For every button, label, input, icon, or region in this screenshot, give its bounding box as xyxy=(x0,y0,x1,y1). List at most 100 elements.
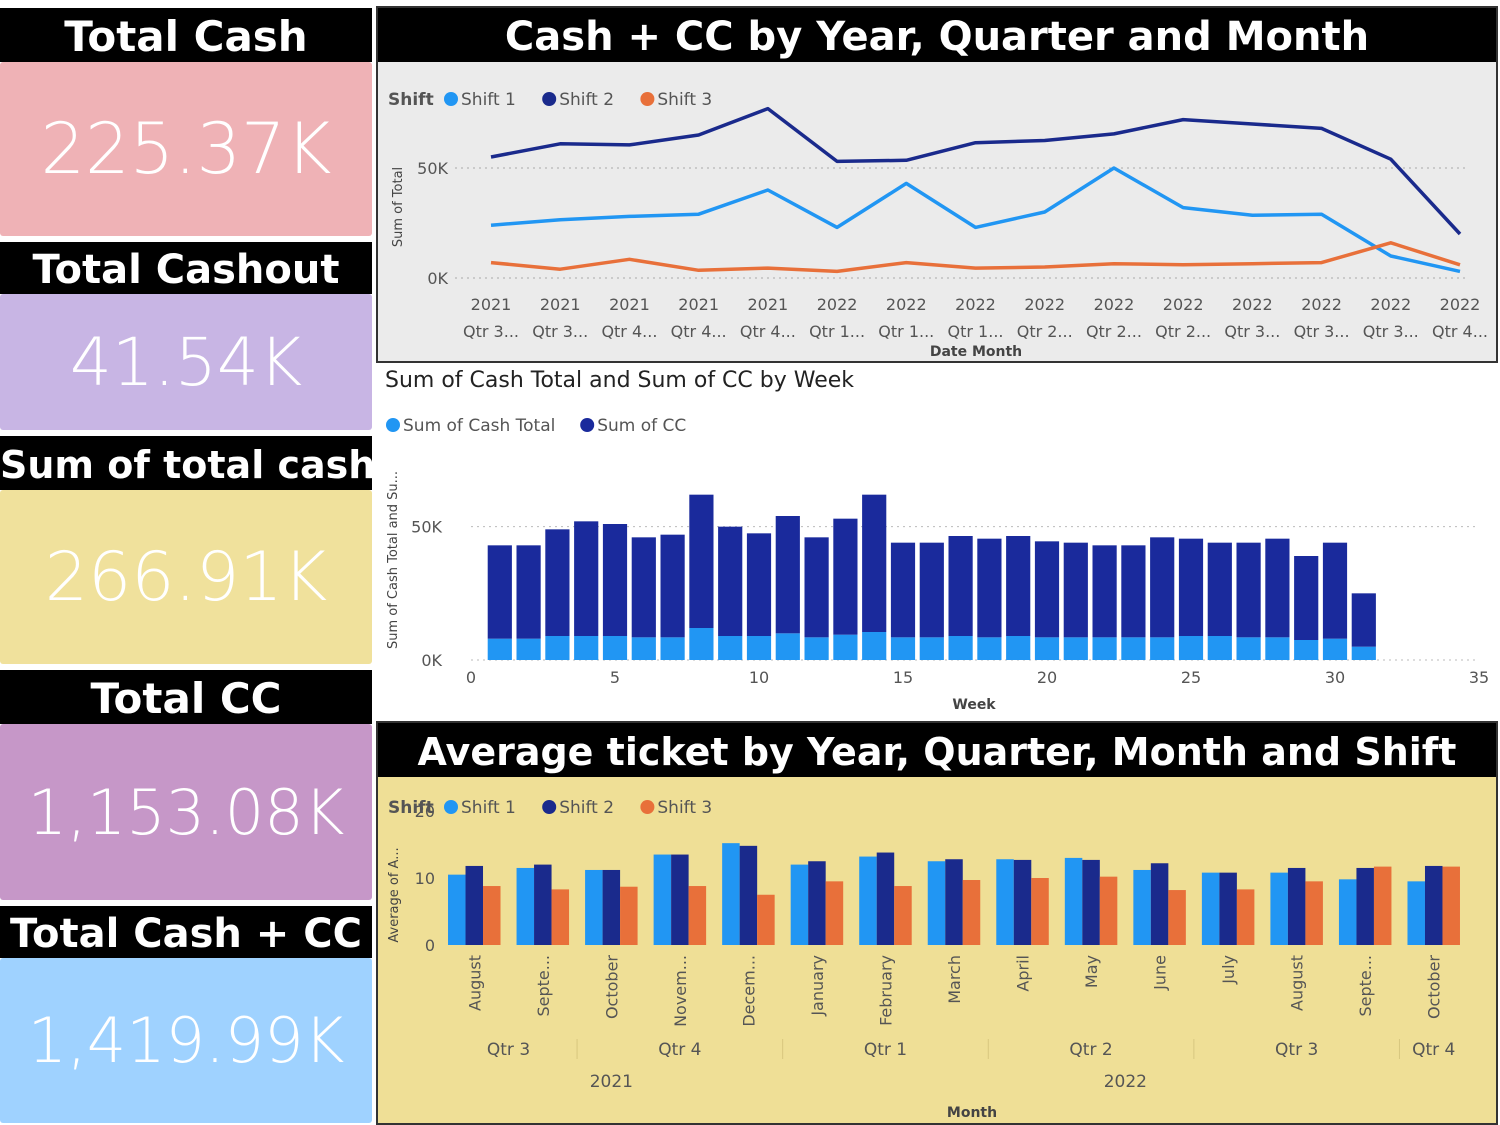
avg-bar-shift2-1 xyxy=(465,865,484,945)
line-legend-marker-2 xyxy=(542,92,557,106)
line-x-quarter-label: Qtr 4... xyxy=(1432,322,1488,341)
avg-legend-label-3: Shift 3 xyxy=(657,798,712,818)
line-x-quarter-label: Qtr 2... xyxy=(1086,322,1142,341)
line-x-year-label: 2021 xyxy=(540,295,581,314)
kpi-value-total-cash-cc: 1,419.99K xyxy=(27,1004,345,1077)
avg-x-month-label: Decem... xyxy=(739,955,758,1027)
avg-x-quarter-label: Qtr 4 xyxy=(1412,1040,1455,1060)
line-x-year-label: 2022 xyxy=(955,295,996,314)
avg-chart-title: Average ticket by Year, Quarter, Month a… xyxy=(378,723,1496,777)
avg-chart-panel[interactable]: Average ticket by Year, Quarter, Month a… xyxy=(376,721,1498,1125)
bar-chart-panel[interactable]: Sum of Cash Total and Sum of CC by Week … xyxy=(376,364,1498,718)
bar-cc-week-22 xyxy=(1092,545,1117,638)
line-x-year-label: 2022 xyxy=(1024,295,1065,314)
line-x-year-label: 2022 xyxy=(1163,295,1204,314)
line-x-year-label: 2021 xyxy=(678,295,719,314)
bar-cash-week-5 xyxy=(602,636,628,660)
avg-bar-shift3-1 xyxy=(483,886,501,945)
kpi-title-sum-total-cash: Sum of total cash xyxy=(0,436,372,490)
avg-bar-shift2-2 xyxy=(534,864,552,945)
avg-bar-shift1-8 xyxy=(927,861,946,945)
line-x-quarter-label: Qtr 3... xyxy=(1294,322,1350,341)
bar-cc-week-9 xyxy=(718,526,743,636)
bar-cash-week-23 xyxy=(1121,637,1146,660)
avg-x-month-label: August xyxy=(465,955,484,1011)
bar-cash-week-26 xyxy=(1207,636,1232,660)
bar-legend-label-2: Sum of CC xyxy=(597,416,686,436)
avg-bar-shift3-7 xyxy=(894,886,912,945)
bar-x-tick-10: 10 xyxy=(749,668,769,687)
bar-cash-week-24 xyxy=(1150,637,1175,660)
kpi-title-total-cashout: Total Cashout xyxy=(0,242,372,294)
line-y-axis-label: Sum of Total xyxy=(391,167,406,247)
line-y-tick-1: 0K xyxy=(427,269,448,288)
bar-x-tick-30: 30 xyxy=(1325,668,1345,687)
line-series-1 xyxy=(490,166,1461,274)
bar-cc-week-17 xyxy=(948,536,973,636)
bar-cash-week-9 xyxy=(718,636,743,660)
bar-x-tick-0: 0 xyxy=(466,668,476,687)
avg-y-tick-2: 0 xyxy=(425,936,435,955)
line-x-quarter-label: Qtr 1... xyxy=(878,322,934,341)
line-chart-panel[interactable]: Cash + CC by Year, Quarter and Month Shi… xyxy=(376,6,1498,363)
bar-cc-week-5 xyxy=(602,524,628,636)
line-chart[interactable]: Shift Shift 1 Shift 2 Shift 3 50K 0K Sum of To… xyxy=(378,62,1496,362)
line-x-year-label: 2022 xyxy=(1301,295,1342,314)
avg-bar-shift2-8 xyxy=(945,859,963,945)
bar-chart[interactable]: Sum of Cash Total Sum of CC 50K 0K Sum of Ca… xyxy=(376,398,1498,718)
avg-x-month-label: October xyxy=(602,955,621,1019)
bar-chart-title: Sum of Cash Total and Sum of CC by Week xyxy=(385,368,855,393)
avg-x-month-label: February xyxy=(876,955,895,1026)
avg-bar-shift2-11 xyxy=(1150,863,1169,945)
kpi-card-sum-total-cash[interactable]: 266.91K xyxy=(0,490,372,664)
bar-y-tick-0: 50K xyxy=(411,518,442,537)
avg-bar-shift1-2 xyxy=(516,867,535,945)
bar-cc-week-29 xyxy=(1294,556,1319,640)
avg-bar-shift2-3 xyxy=(602,869,621,945)
bar-cc-week-30 xyxy=(1322,542,1348,639)
bar-cash-week-15 xyxy=(890,637,916,660)
avg-bar-shift2-5 xyxy=(739,845,758,945)
line-legend-label-3: Shift 3 xyxy=(657,90,712,110)
kpi-card-total-cashout[interactable]: 41.54K xyxy=(0,294,372,430)
avg-bar-shift1-13 xyxy=(1270,872,1288,945)
avg-bar-shift2-14 xyxy=(1356,867,1374,945)
bar-cash-week-11 xyxy=(775,633,800,660)
avg-chart[interactable]: Shift Shift 1 Shift 2 Shift 3 20 10 0 Average o… xyxy=(378,777,1496,1125)
bar-cc-week-28 xyxy=(1265,538,1290,638)
avg-x-year-label: 2022 xyxy=(1104,1072,1147,1092)
avg-bar-shift3-13 xyxy=(1305,881,1323,945)
bar-cc-week-3 xyxy=(545,529,570,636)
bar-cc-week-15 xyxy=(890,542,916,638)
bar-cc-week-18 xyxy=(977,538,1002,638)
bar-cc-week-19 xyxy=(1006,536,1031,636)
avg-bar-shift3-10 xyxy=(1099,876,1118,945)
line-x-year-label: 2021 xyxy=(471,295,512,314)
avg-x-year-label: 2021 xyxy=(590,1072,633,1092)
avg-bar-shift3-8 xyxy=(962,880,981,945)
kpi-card-total-cc[interactable]: 1,153.08K xyxy=(0,724,372,900)
avg-bar-shift3-3 xyxy=(620,886,638,945)
bar-cash-week-22 xyxy=(1092,637,1117,660)
bar-cc-week-11 xyxy=(775,516,800,634)
line-x-quarter-label: Qtr 4... xyxy=(601,322,657,341)
avg-bar-shift2-13 xyxy=(1287,867,1306,945)
avg-legend-marker-3 xyxy=(640,800,655,814)
line-series-2 xyxy=(490,106,1462,236)
avg-y-tick-1: 10 xyxy=(415,869,435,888)
bar-cc-week-23 xyxy=(1121,545,1146,638)
line-x-axis-label: Date Month xyxy=(930,344,1022,360)
bar-cc-week-20 xyxy=(1034,541,1060,638)
kpi-card-total-cash-cc[interactable]: 1,419.99K xyxy=(0,958,372,1123)
line-x-year-label: 2022 xyxy=(1370,295,1411,314)
bar-legend-label-1: Sum of Cash Total xyxy=(403,416,555,436)
bar-cc-week-16 xyxy=(919,542,944,638)
avg-bar-shift3-11 xyxy=(1168,890,1186,945)
avg-legend-title: Shift xyxy=(388,798,434,818)
avg-x-month-label: July xyxy=(1219,955,1238,985)
kpi-card-total-cash[interactable]: 225.37K xyxy=(0,62,372,236)
line-chart-title: Cash + CC by Year, Quarter and Month xyxy=(378,8,1496,62)
avg-legend-marker-1 xyxy=(444,800,458,814)
bar-legend-marker-2 xyxy=(580,418,595,432)
avg-bar-shift3-15 xyxy=(1442,866,1460,945)
